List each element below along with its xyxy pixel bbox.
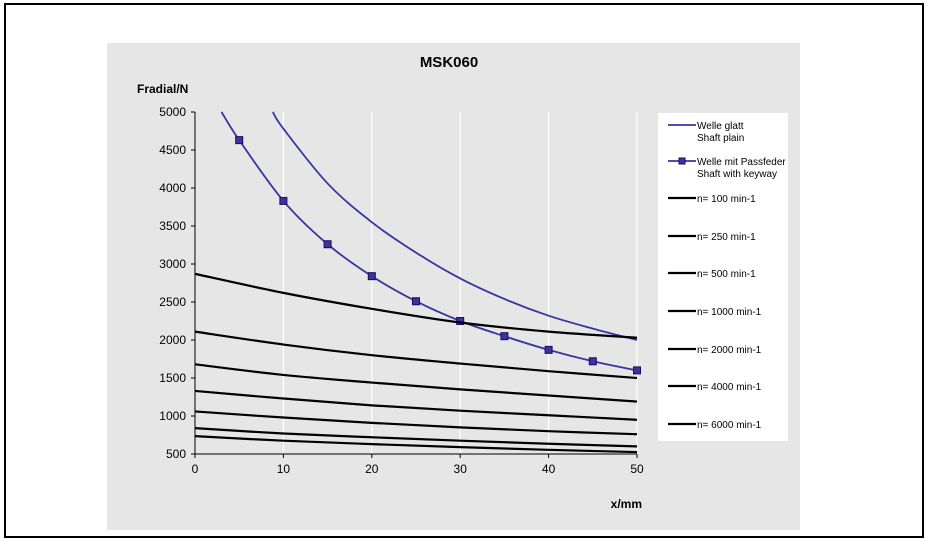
legend-label: Welle mit Passfeder — [697, 157, 786, 168]
legend-label: n= 100 min-1 — [697, 194, 756, 205]
plot-area — [195, 112, 637, 454]
x-axis-label: x/mm — [611, 497, 642, 511]
x-tick-label: 50 — [630, 462, 644, 476]
series-line-8 — [194, 435, 638, 454]
series-layer — [194, 111, 641, 454]
figure-frame: 0 10 20 30 40 50 500 1000 1500 2000 2500 3000 3500 40… — [4, 3, 924, 538]
data-point-marker — [633, 366, 641, 375]
legend-label: n= 500 min-1 — [697, 269, 756, 280]
chart-area: 0 10 20 30 40 50 500 1000 1500 2000 2500 3000 3500 40… — [107, 43, 800, 530]
series-line-4 — [194, 363, 638, 403]
axis-layer: 0 10 20 30 40 50 500 1000 1500 2000 2500 3000 3500 40… — [159, 105, 644, 476]
legend-label: n= 6000 min-1 — [697, 420, 762, 431]
x-tick-label: 40 — [542, 462, 556, 476]
y-tick-label: 2500 — [159, 295, 186, 309]
x-tick-label: 30 — [454, 462, 468, 476]
y-tick-label: 3500 — [159, 219, 186, 233]
x-tick-label: 10 — [277, 462, 291, 476]
legend-label: n= 2000 min-1 — [697, 345, 762, 356]
legend-label: n= 4000 min-1 — [697, 382, 762, 393]
data-point-marker — [544, 345, 553, 354]
y-tick-label: 1500 — [159, 371, 186, 385]
chart-title: MSK060 — [420, 54, 478, 71]
data-point-marker — [323, 240, 332, 249]
series-line-5 — [194, 389, 638, 421]
legend-label: n= 1000 min-1 — [697, 307, 762, 318]
y-axis-label: Fradial/N — [137, 82, 188, 96]
data-point-marker — [412, 297, 420, 306]
data-point-marker — [500, 332, 509, 341]
y-tick-label: 3000 — [159, 257, 186, 271]
data-point-marker — [588, 357, 597, 366]
x-tick-label: 20 — [365, 462, 379, 476]
y-tick-label: 500 — [166, 447, 186, 461]
series-line-2 — [194, 272, 638, 339]
legend-label-secondary: Shaft with keyway — [697, 169, 777, 180]
grid-layer — [282, 112, 638, 454]
data-point-marker — [235, 136, 244, 145]
y-tick-label: 4500 — [159, 143, 186, 157]
series-line-3 — [194, 330, 638, 380]
legend-label-secondary: Shaft plain — [697, 133, 744, 144]
series-line-6 — [194, 410, 638, 436]
legend-label: Welle glatt — [697, 121, 744, 132]
chart-svg: 0 10 20 30 40 50 500 1000 1500 2000 2500 3000 3500 40… — [107, 43, 800, 530]
y-tick-label: 4000 — [159, 181, 186, 195]
series-line-7 — [194, 427, 638, 448]
y-tick-label: 2000 — [159, 333, 186, 347]
series-line-0 — [272, 111, 638, 341]
legend-marker — [678, 157, 686, 165]
x-tick-label: 0 — [192, 462, 199, 476]
y-tick-label: 5000 — [159, 105, 186, 119]
data-point-marker — [279, 196, 288, 205]
legend-label: n= 250 min-1 — [697, 232, 756, 243]
y-tick-label: 1000 — [159, 409, 186, 423]
data-point-marker — [367, 272, 376, 281]
